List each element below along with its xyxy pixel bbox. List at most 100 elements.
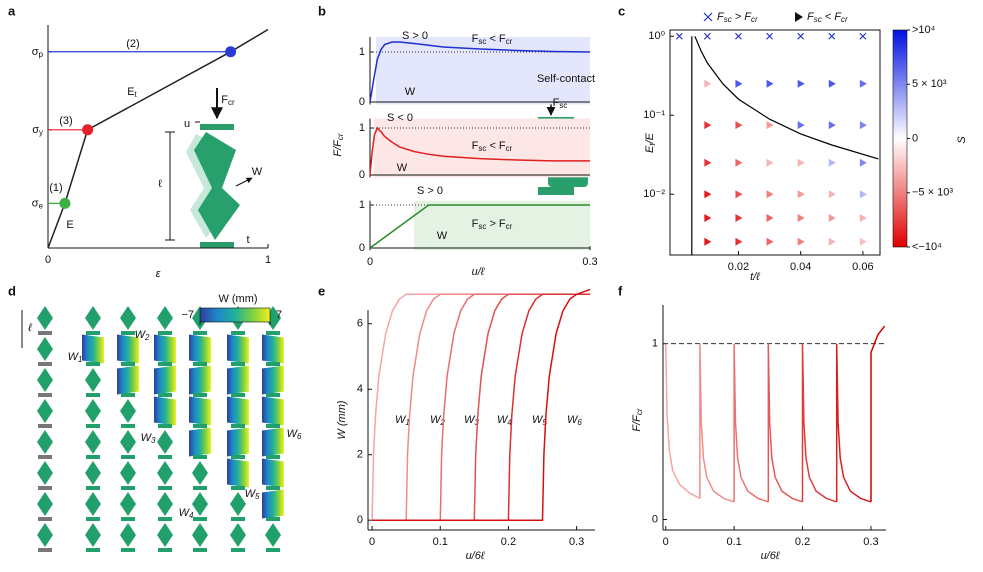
triangle-marker — [704, 213, 712, 222]
text-part: W — [497, 414, 509, 426]
cross-marker — [797, 32, 805, 40]
annotation: (2) — [126, 38, 139, 50]
triangle-marker — [828, 158, 836, 167]
text-part: > F — [732, 11, 753, 23]
y-tick-label: 0 — [359, 96, 365, 108]
point — [59, 197, 71, 209]
unit — [85, 430, 101, 454]
unit — [85, 461, 101, 485]
y-axis-label: W (mm) — [336, 400, 348, 439]
subscript: 4 — [189, 511, 194, 520]
bar — [86, 424, 100, 428]
connector — [38, 548, 52, 552]
bar — [193, 486, 207, 490]
text-part: W — [287, 428, 299, 440]
bar — [266, 548, 280, 552]
annotation: W2 — [135, 329, 150, 342]
deformed-unit — [117, 365, 139, 395]
subscript: e — [39, 202, 44, 211]
unit — [265, 523, 281, 547]
subscript: sc — [814, 15, 822, 24]
annotation: Fcr — [221, 94, 235, 107]
text-part: σ — [32, 124, 39, 136]
text-part: F — [807, 11, 815, 23]
line — [835, 343, 872, 503]
bar — [121, 517, 135, 521]
annotation: S > 0 — [402, 30, 428, 42]
subscript: t — [648, 143, 657, 146]
annotation: t — [246, 234, 249, 246]
deformed-unit — [227, 334, 249, 364]
subscript: cr — [841, 15, 848, 24]
bar — [121, 548, 135, 552]
y-tick-label: 4 — [357, 383, 363, 395]
colorbar-label: S — [956, 136, 968, 144]
annotation: Fsc < Fcr — [472, 140, 513, 153]
deformed-unit — [227, 365, 249, 395]
x-tick-label: 1 — [265, 254, 271, 266]
y-tick-label: 0 — [652, 513, 658, 525]
subscript: 3 — [151, 436, 156, 445]
bar — [193, 424, 207, 428]
unit — [120, 461, 136, 485]
x-tick-label: 0.2 — [795, 536, 810, 548]
connector — [38, 331, 52, 335]
subscript: 1 — [405, 418, 409, 427]
colorbar-title: W (mm) — [218, 293, 257, 305]
text-part: σ — [32, 197, 39, 209]
colorbar — [892, 29, 908, 248]
x-tick-label: 0.3 — [863, 536, 878, 548]
triangle-marker — [766, 190, 774, 199]
text-part: W — [179, 507, 191, 519]
line — [372, 293, 591, 521]
deformed-unit — [262, 334, 284, 364]
unit — [120, 492, 136, 516]
panel-label: e — [318, 283, 325, 298]
triangle-marker — [859, 237, 867, 246]
annotation: (3) — [59, 115, 72, 127]
unit — [192, 461, 208, 485]
line — [372, 288, 591, 521]
y-tick-label: 1 — [359, 199, 365, 211]
bar — [193, 362, 207, 366]
triangle-marker — [859, 121, 867, 130]
x-tick-label: 0 — [45, 254, 51, 266]
connector — [38, 455, 52, 459]
unit — [37, 492, 53, 516]
subscript: sc — [724, 15, 732, 24]
subscript: cr — [635, 408, 644, 415]
bar — [121, 362, 135, 366]
y-axis-label: F/Fcr — [631, 408, 644, 432]
unit — [157, 306, 173, 330]
panel-label: d — [8, 283, 16, 298]
unit — [157, 461, 173, 485]
top-plate — [200, 124, 234, 130]
bar — [231, 455, 245, 459]
point — [225, 46, 237, 58]
y-tick-label: 6 — [357, 318, 363, 330]
annotation: W6 — [287, 428, 302, 441]
deformed-unit — [227, 427, 249, 457]
deformed-unit — [82, 334, 104, 364]
colorbar-tick-label: 7 — [276, 309, 282, 321]
annotation: W3 — [141, 432, 156, 445]
bar — [193, 548, 207, 552]
deformed-unit — [189, 365, 211, 395]
annotation: (1) — [49, 182, 62, 194]
x-axis-label: ε — [156, 268, 161, 280]
annotation: W1 — [68, 351, 83, 364]
line — [372, 293, 591, 521]
unit — [230, 523, 246, 547]
line — [801, 343, 837, 503]
annotation: Et — [127, 86, 137, 99]
unit — [157, 430, 173, 454]
subscript: 5 — [255, 492, 260, 501]
triangle-marker — [704, 121, 712, 130]
annotation: Fsc — [553, 97, 568, 110]
colorbar — [199, 307, 271, 323]
triangle-marker — [766, 158, 774, 167]
unit — [85, 306, 101, 330]
bottom-plate — [200, 242, 234, 248]
unit — [85, 399, 101, 423]
triangle-marker — [828, 79, 836, 88]
